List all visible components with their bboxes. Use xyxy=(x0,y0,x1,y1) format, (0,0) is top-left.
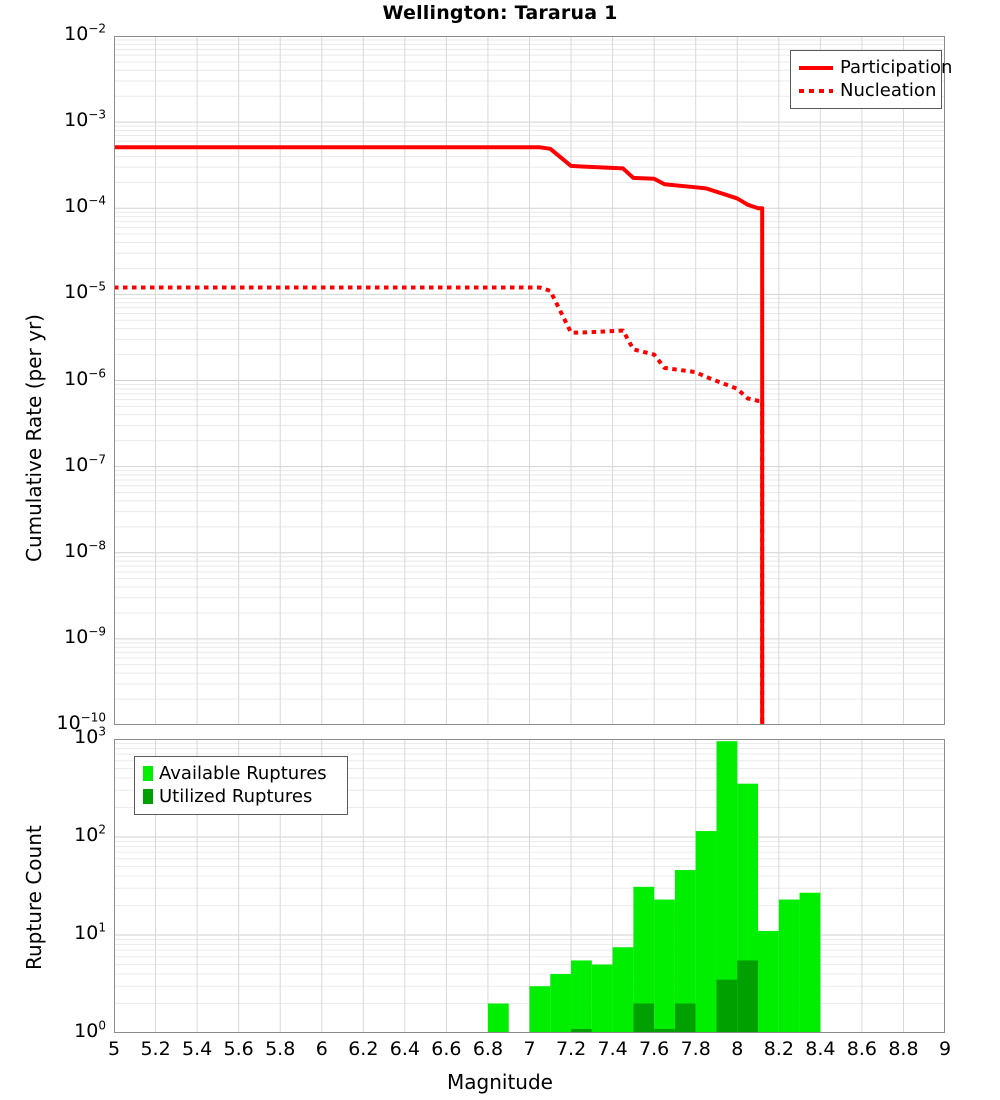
x-tick-5.2: 5.2 xyxy=(140,1038,171,1060)
bottom-panel-legend: Available Ruptures Utilized Ruptures xyxy=(134,756,348,815)
x-tick-6.8: 6.8 xyxy=(472,1038,504,1060)
y-tick-10-10: 10−10 xyxy=(56,710,106,734)
x-tick-5.6: 5.6 xyxy=(223,1038,254,1060)
available-ruptures-swatch-icon xyxy=(143,766,153,781)
y-tick-102: 102 xyxy=(74,822,106,846)
x-tick-8.2: 8.2 xyxy=(763,1038,794,1060)
y-tick-10-7: 10−7 xyxy=(64,452,106,476)
cumulative-rate-plot xyxy=(114,36,945,725)
y-tick-10-3: 10−3 xyxy=(64,107,106,132)
utilized-ruptures-swatch-icon xyxy=(143,789,153,804)
x-tick-6.2: 6.2 xyxy=(348,1038,379,1060)
x-tick-7.2: 7.2 xyxy=(555,1038,587,1060)
cumulative-rate-svg xyxy=(114,36,945,725)
legend-item-participation: Participation xyxy=(799,56,952,79)
top-panel-legend: Participation Nucleation xyxy=(790,50,952,109)
x-tick-6: 6 xyxy=(315,1038,328,1060)
x-tick-6.6: 6.6 xyxy=(431,1038,462,1060)
legend-item-available-ruptures: Available Ruptures xyxy=(143,762,339,785)
x-tick-8.6: 8.6 xyxy=(846,1038,877,1060)
x-tick-6.4: 6.4 xyxy=(389,1038,420,1060)
page-title: Wellington: Tararua 1 xyxy=(382,2,618,24)
legend-label-nucleation: Nucleation xyxy=(840,80,937,101)
participation-line-icon xyxy=(799,58,833,78)
y-tick-10-6: 10−6 xyxy=(64,366,106,390)
x-tick-7: 7 xyxy=(523,1038,536,1060)
top-panel-y-axis-label: Cumulative Rate (per yr) xyxy=(22,314,46,562)
legend-label-available: Available Ruptures xyxy=(159,763,327,784)
x-tick-8.8: 8.8 xyxy=(888,1038,919,1060)
y-tick-10-9: 10−9 xyxy=(64,624,106,648)
x-tick-7.4: 7.4 xyxy=(597,1038,628,1060)
x-tick-7.6: 7.6 xyxy=(639,1038,670,1060)
x-tick-5.8: 5.8 xyxy=(265,1038,296,1060)
nucleation-line-icon xyxy=(799,81,833,101)
legend-label-utilized: Utilized Ruptures xyxy=(159,786,313,807)
x-tick-9: 9 xyxy=(938,1038,952,1060)
x-tick-5: 5 xyxy=(107,1038,121,1060)
y-tick-10-2: 10−2 xyxy=(64,21,106,45)
bottom-panel-y-axis-label: Rupture Count xyxy=(22,825,46,970)
y-tick-10-5: 10−5 xyxy=(64,280,106,304)
legend-label-participation: Participation xyxy=(840,57,953,78)
y-tick-101: 101 xyxy=(74,920,106,944)
x-tick-7.8: 7.8 xyxy=(680,1038,711,1060)
y-tick-10-4: 10−4 xyxy=(64,193,106,218)
y-tick-10-8: 10−8 xyxy=(64,538,106,562)
y-tick-103: 103 xyxy=(74,724,106,748)
x-tick-8.4: 8.4 xyxy=(805,1038,836,1060)
y-tick-100: 100 xyxy=(74,1018,106,1042)
legend-item-nucleation: Nucleation xyxy=(799,79,937,102)
legend-item-utilized-ruptures: Utilized Ruptures xyxy=(143,785,339,808)
x-axis-label: Magnitude xyxy=(447,1070,553,1094)
x-tick-5.4: 5.4 xyxy=(181,1038,213,1060)
x-tick-8: 8 xyxy=(731,1038,744,1060)
